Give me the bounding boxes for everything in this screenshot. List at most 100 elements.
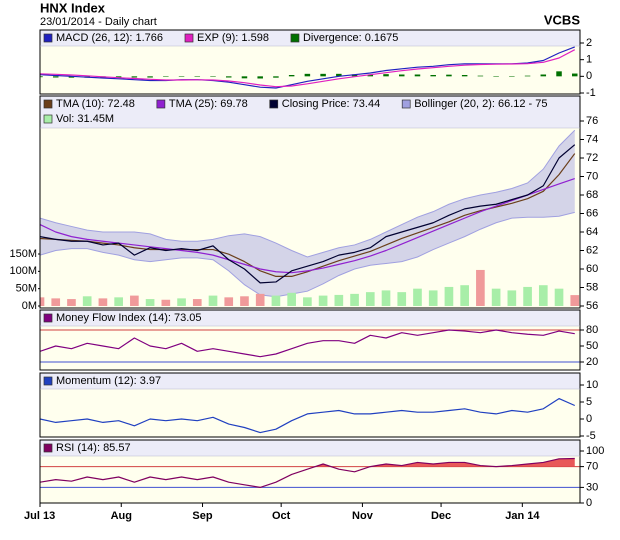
y-tick-label: 70 — [586, 461, 598, 473]
y2-tick-label: 50M — [16, 283, 37, 295]
bar — [320, 73, 326, 77]
panel-frame — [39, 95, 581, 309]
bar — [334, 294, 344, 306]
panel-frame — [39, 309, 581, 371]
bar — [273, 76, 279, 78]
x-tick-label: Aug — [111, 510, 132, 522]
x-tick-label: Jan 14 — [505, 510, 540, 522]
line — [40, 457, 575, 488]
legend-label: RSI (14): 85.57 — [56, 442, 131, 454]
line — [40, 329, 575, 358]
legend-band — [40, 310, 580, 326]
legend-swatch — [156, 99, 166, 109]
y-tick-label: 2 — [586, 37, 592, 49]
y2-tick-label: 100M — [9, 265, 37, 277]
plot — [40, 129, 580, 306]
legend-swatch — [43, 99, 53, 109]
bar — [318, 295, 328, 306]
bar — [444, 286, 454, 306]
legend-swatch — [184, 33, 194, 43]
bar — [115, 76, 122, 78]
bar — [51, 298, 61, 306]
bar — [225, 76, 232, 78]
bar — [414, 74, 421, 77]
panel-frame — [39, 439, 581, 504]
bar — [210, 76, 216, 77]
y-tick-label: 0 — [586, 497, 592, 509]
bar — [177, 298, 186, 306]
bar — [446, 74, 452, 77]
bar — [381, 290, 391, 306]
chart-title: HNX Index — [40, 0, 106, 15]
y2-tick-label: 0M — [22, 300, 37, 312]
legend-label: Momentum (12): 3.97 — [56, 375, 161, 387]
legend-label: Vol: 31.45M — [56, 113, 114, 125]
bar — [538, 285, 548, 306]
y-tick-label: 66 — [586, 207, 598, 219]
y-tick-label: 80 — [586, 324, 598, 336]
bar — [130, 295, 139, 306]
legend-label: Bollinger (20, 2): 66.12 - 75 — [414, 98, 547, 110]
bar — [163, 76, 169, 77]
bar — [428, 290, 438, 306]
plot — [40, 398, 576, 434]
bar — [194, 76, 201, 77]
bollinger-band — [40, 130, 575, 297]
y-tick-label: 1 — [586, 54, 592, 66]
bar — [476, 269, 485, 306]
bar — [491, 288, 501, 306]
bar — [507, 290, 517, 306]
plot-background — [40, 128, 580, 308]
bar — [192, 299, 202, 306]
bar — [178, 76, 185, 77]
legend-label: Money Flow Index (14): 73.05 — [56, 312, 202, 324]
y-tick-label: 58 — [586, 281, 598, 293]
bar — [509, 76, 515, 77]
legend-label: EXP (9): 1.598 — [197, 32, 269, 44]
legend-swatch — [43, 376, 53, 386]
bar — [255, 293, 265, 306]
bollinger-lower — [40, 211, 575, 298]
bar — [523, 286, 532, 306]
bar — [257, 76, 263, 79]
bar — [365, 292, 375, 306]
plot — [40, 457, 580, 488]
panel-frame — [39, 372, 581, 438]
y-tick-label: 68 — [586, 189, 598, 201]
bar — [224, 297, 234, 306]
plot-background — [40, 326, 580, 370]
legend-band — [40, 440, 580, 456]
bar — [367, 74, 374, 77]
y-tick-label: 50 — [586, 340, 598, 352]
chart-subtitle: 23/01/2014 - Daily chart — [40, 16, 157, 28]
bar — [570, 295, 580, 306]
brand: VCBS — [544, 12, 580, 27]
line — [40, 49, 576, 88]
bar — [461, 75, 468, 77]
bar — [477, 75, 484, 77]
y-tick-label: 20 — [586, 356, 598, 368]
bar — [208, 295, 218, 306]
x-tick-label: Dec — [431, 510, 451, 522]
bar — [572, 73, 578, 77]
legend-band — [40, 30, 580, 46]
y-tick-label: 100 — [586, 445, 604, 457]
bar — [304, 73, 311, 77]
bar — [288, 75, 295, 77]
y-tick-label: 5 — [586, 396, 592, 408]
panel-frame — [39, 29, 581, 95]
y-tick-label: 72 — [586, 152, 598, 164]
legend-swatch — [43, 114, 53, 124]
legend-band — [40, 96, 580, 128]
y-tick-label: 0 — [586, 413, 592, 425]
y-tick-label: 10 — [586, 379, 598, 391]
overbought-area — [40, 458, 575, 467]
x-tick-label: Nov — [352, 510, 374, 522]
bar — [493, 76, 499, 77]
bar — [303, 297, 312, 306]
legend-swatch — [401, 99, 411, 109]
y-tick-label: 64 — [586, 226, 598, 238]
legend-label: TMA (25): 69.78 — [169, 98, 248, 110]
